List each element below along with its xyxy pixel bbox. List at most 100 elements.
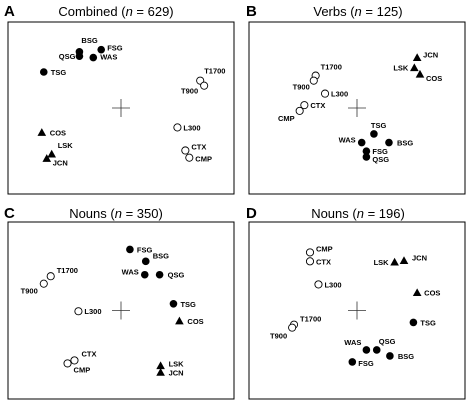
point-qsg [155,270,164,279]
point-label-l300: L300 [84,307,101,316]
point-label-t900: T900 [293,83,310,92]
point-fsg [348,358,357,366]
point-tsg [39,68,48,76]
panel-d: D Nouns (n = 196) CMP CTX LSK JCN L300 COS T1700… [246,205,466,400]
panel-letter: A [4,3,15,20]
title-variable: n [126,4,133,19]
point-t900 [309,76,318,85]
point-label-tsg: TSG [371,121,387,130]
point-label-qsg: QSG [168,271,185,280]
point-label-bsg: BSG [398,352,414,361]
point-label-t900: T900 [270,332,287,341]
point-label-ctx: CTX [81,349,96,358]
point-label-l300: L300 [183,123,200,132]
point-cmp [305,248,315,257]
title-suffix: = 196) [364,206,405,221]
point-cmp [185,153,194,162]
point-qsg [372,346,381,354]
point-bsg [141,257,150,266]
point-tsg [169,299,178,308]
plot-frame [248,21,466,195]
point-label-cos: COS [424,289,440,298]
point-label-jcn: JCN [53,158,68,167]
point-label-lsk: LSK [374,258,390,267]
point-was [357,138,366,147]
point-lsk [410,63,419,72]
point-label-t1700: T1700 [300,315,321,324]
point-lsk [47,149,56,158]
point-was [362,346,371,354]
panel-title: Nouns (n = 196) [311,206,405,221]
point-label-cmp: CMP [74,365,91,374]
point-l300 [173,123,182,132]
point-label-qsg: QSG [59,52,76,61]
point-qsg [362,153,371,161]
title-prefix: Nouns ( [311,206,357,221]
title-suffix: = 629) [133,4,174,19]
point-lsk [390,257,399,266]
title-prefix: Nouns ( [69,206,115,221]
point-label-lsk: LSK [169,360,185,369]
point-label-fsg: FSG [358,359,374,368]
point-ctx [305,257,315,266]
point-bsg [385,138,393,147]
panel-title: Verbs (n = 125) [313,4,402,19]
point-label-fsg: FSG [137,245,153,254]
point-fsg [126,245,134,254]
point-cos [412,288,422,297]
point-label-cmp: CMP [278,114,295,123]
panel-letter: D [246,205,257,222]
point-t900 [39,279,48,288]
point-l300 [74,307,83,316]
point-tsg [370,130,378,138]
point-label-was: WAS [344,338,361,347]
point-label-bsg: BSG [81,36,97,45]
panel-title: Nouns (n = 350) [69,206,163,221]
panel-letter: B [246,3,257,20]
panel-title: Combined (n = 629) [58,4,173,19]
panel-b: B Verbs (n = 125) T1700 T900 L300 CTX CMP JCN LS… [246,3,466,195]
plot-frame [248,221,466,400]
point-label-jcn: JCN [423,51,438,60]
title-variable: n [115,206,122,221]
point-label-t900: T900 [21,287,38,296]
point-label-cos: COS [187,317,203,326]
point-bsg [386,352,394,360]
title-suffix: = 125) [362,4,403,19]
point-label-l300: L300 [331,90,348,99]
plot-frame [7,21,235,195]
point-label-qsg: QSG [379,337,396,346]
point-jcn [399,256,409,265]
point-label-t900: T900 [181,87,198,96]
point-label-cos: COS [426,74,442,83]
point-cos [415,69,425,78]
point-label-was: WAS [339,136,356,145]
point-cmp [63,359,72,368]
point-l300 [320,89,330,98]
point-label-tsg: TSG [420,318,436,327]
point-label-ctx: CTX [191,142,206,151]
point-label-l300: L300 [324,280,341,289]
point-cmp [295,106,304,115]
point-label-tsg: TSG [180,300,196,309]
title-suffix: = 350) [122,206,163,221]
point-was [89,53,98,62]
point-label-jcn: JCN [412,254,427,263]
point-label-fsg: FSG [107,44,123,53]
point-label-ctx: CTX [310,101,325,110]
point-label-t1700: T1700 [321,63,342,72]
point-label-ctx: CTX [316,257,331,266]
point-label-qsg: QSG [372,155,389,164]
point-ctx [181,146,190,155]
point-jcn [156,368,165,376]
point-label-fsg: FSG [372,147,388,156]
plot-frame [7,221,235,400]
point-ctx [70,356,79,365]
point-label-was: WAS [122,268,139,277]
point-label-tsg: TSG [51,68,67,77]
point-tsg [409,318,418,327]
point-label-lsk: LSK [393,64,409,73]
point-label-bsg: BSG [397,139,413,148]
